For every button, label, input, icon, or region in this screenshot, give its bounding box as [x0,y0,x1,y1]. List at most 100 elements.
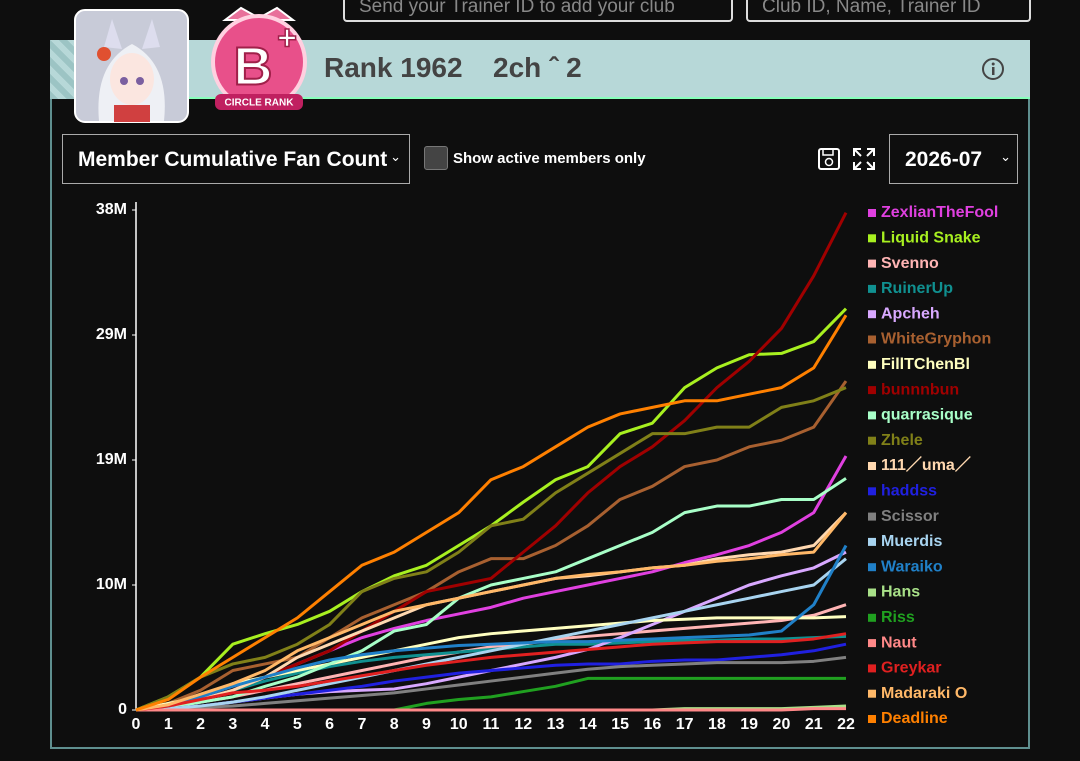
x-tick-label: 7 [357,716,366,733]
legend-swatch [868,234,876,243]
series-line [135,380,848,712]
trainer-input[interactable]: Send your Trainer ID to add your club [343,0,733,22]
series-line [135,632,847,712]
metric-select[interactable]: Member Cumulative Fan Count ⌄ [62,134,410,184]
legend-label: Scissor [881,508,939,525]
legend-swatch [868,689,876,698]
series-line [136,707,846,712]
x-tick-label: 17 [676,716,694,733]
series-line [135,314,848,712]
chart-panel [50,99,1030,749]
legend-label: ZexlianTheFool [881,204,998,221]
x-tick-label: 5 [293,716,302,733]
legend-swatch [868,664,876,673]
legend-label: Waraiko [881,558,943,575]
save-icon[interactable] [817,147,841,171]
x-tick-label: 15 [611,716,629,733]
y-tick-label: 29M [96,326,127,343]
x-tick-label: 3 [228,716,237,733]
x-tick-label: 11 [483,716,500,733]
club-name: 2ch ˆ 2 [493,52,582,83]
legend-swatch [868,411,876,420]
legend-swatch [868,436,876,445]
legend-label: bunnnbun [881,381,959,398]
x-tick-label: 10 [450,716,468,733]
legend-label: Riss [881,609,915,626]
x-tick-label: 14 [579,716,597,733]
series-line [135,557,847,712]
legend-swatch [868,259,876,268]
legend-swatch [868,335,876,344]
legend-swatch [868,512,876,521]
legend-swatch [868,715,876,723]
legend-label: Svenno [881,255,939,272]
month-select[interactable]: 2026-07 ⌄ [889,134,1018,184]
badge-label: CIRCLE RANK [225,98,295,109]
legend-swatch [868,360,876,369]
x-tick-label: 0 [132,716,141,733]
series-line [135,511,848,712]
x-tick-label: 18 [708,716,726,733]
legend-swatch [868,386,876,395]
avatar [74,9,189,123]
checkbox-label[interactable]: Show active members only [453,150,646,167]
x-tick-label: 9 [422,716,431,733]
y-tick-label: 19M [96,451,127,468]
legend-label: WhiteGryphon [881,331,991,348]
legend-swatch [868,487,876,496]
x-tick-label: 4 [261,716,270,733]
x-tick-label: 20 [773,716,791,733]
legend-label: FillTChenBl [881,356,970,373]
legend-label: haddss [881,483,937,500]
legend-label: Hans [881,584,920,601]
legend-label: Deadline [881,710,948,727]
x-tick-label: 8 [390,716,399,733]
x-tick-label: 22 [837,716,855,733]
legend-swatch [868,310,876,319]
legend-label: 111／uma／ [881,456,971,474]
y-tick-label: 10M [96,576,127,593]
svg-text:+: + [277,19,297,57]
x-tick-label: 1 [164,716,173,733]
series-line [135,386,847,712]
legend-swatch [868,209,876,217]
series-line [135,655,847,712]
x-tick-label: 19 [740,716,758,733]
legend-swatch [868,462,876,470]
month-label: 2026-07 [905,148,983,171]
legend-label: Madaraki O [881,685,967,702]
x-tick-label: 21 [805,716,823,733]
x-tick-label: 6 [325,716,334,733]
info-icon[interactable] [980,56,1006,82]
x-tick-label: 12 [514,716,532,733]
legend-label: Naut [881,634,917,651]
legend-swatch [868,537,876,546]
chevron: ⌄ [1000,149,1011,164]
legend-label: Apcheh [881,305,940,322]
legend-label: Muerdis [881,533,942,550]
legend-swatch [868,639,876,648]
legend-label: RuinerUp [881,280,953,297]
series-line [135,544,848,712]
x-tick-label: 13 [547,716,565,733]
fullscreen-icon[interactable] [852,147,876,171]
legend-swatch [868,563,876,572]
rank: Rank 1962 [324,52,463,83]
club-search[interactable]: Club ID, Name, Trainer ID [746,0,1031,22]
legend-label: Zhele [881,432,923,449]
series-line [135,477,847,712]
y-tick-label: 38M [96,201,127,218]
legend-swatch [868,588,876,597]
x-tick-label: 16 [643,716,661,733]
checkbox[interactable] [424,146,448,170]
legend-label: Greykar [881,660,942,677]
rank-badge: B + CIRCLE RANK [211,6,307,110]
svg-text:B: B [234,36,273,96]
legend-label: quarrasique [881,407,973,424]
chevron: ⌄ [390,149,401,164]
legend-label: Liquid Snake [881,230,981,247]
metric-label: Member Cumulative Fan Count [78,148,388,171]
x-tick-label: 2 [196,716,205,733]
